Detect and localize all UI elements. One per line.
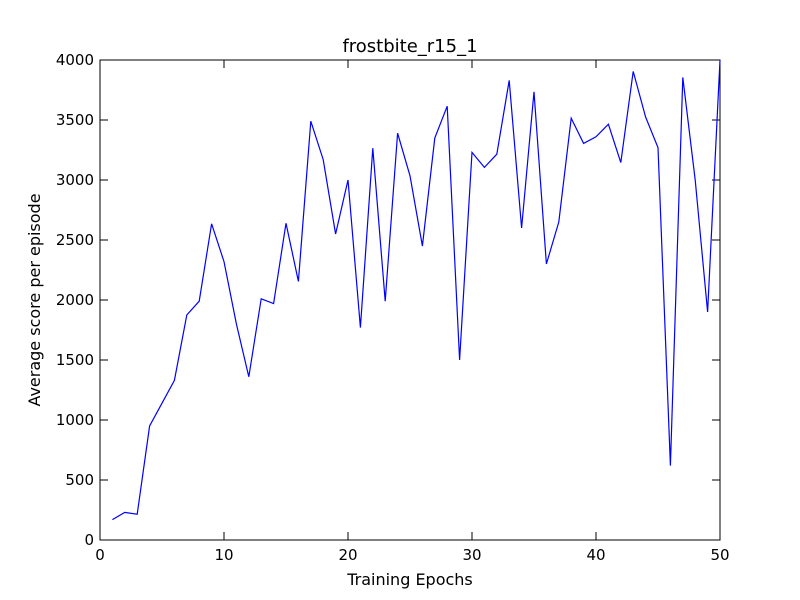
y-tick-label: 3500 xyxy=(56,111,94,129)
y-tick-label: 500 xyxy=(65,471,94,489)
x-tick-label: 50 xyxy=(710,546,729,564)
y-tick-label: 4000 xyxy=(56,51,94,69)
y-tick-label: 1000 xyxy=(56,411,94,429)
x-tick-label: 0 xyxy=(95,546,105,564)
x-tick-label: 10 xyxy=(214,546,233,564)
y-axis-label: Average score per episode xyxy=(25,193,44,406)
y-tick-label: 3000 xyxy=(56,171,94,189)
x-tick-label: 40 xyxy=(586,546,605,564)
x-tick-label: 30 xyxy=(462,546,481,564)
chart-title: frostbite_r15_1 xyxy=(342,36,477,57)
y-tick-label: 1500 xyxy=(56,351,94,369)
series-line xyxy=(112,59,721,521)
y-tick-label: 2000 xyxy=(56,291,94,309)
y-tick-label: 0 xyxy=(84,531,94,549)
plot-area: 0 10 20 30 40 5005001000150020002500300035004… xyxy=(56,51,730,564)
y-tick-label: 2500 xyxy=(56,231,94,249)
x-axis-label: Training Epochs xyxy=(346,570,473,589)
x-tick-label: 20 xyxy=(338,546,357,564)
